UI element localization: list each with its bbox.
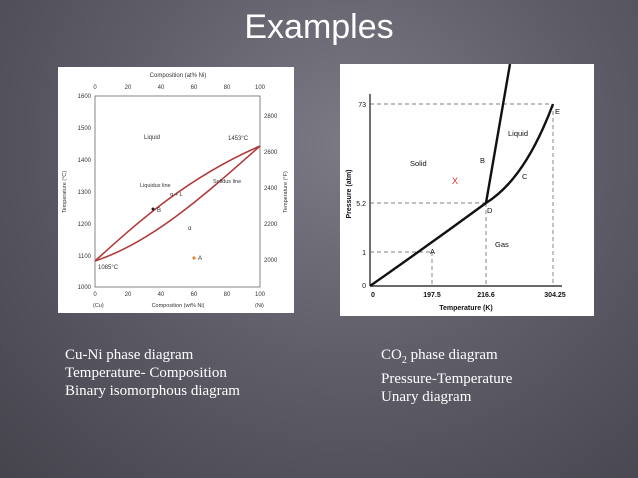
sublimation-curve bbox=[369, 202, 487, 287]
co2-y-axis-label: Pressure (atm) bbox=[346, 169, 353, 218]
solid-region-label: Solid bbox=[410, 159, 427, 168]
top-axis-label: Composition (at% Ni) bbox=[150, 73, 207, 79]
caption-line: Pressure-Temperature bbox=[381, 371, 513, 387]
solidus-label: Solidus line bbox=[213, 179, 241, 185]
right-tick-label: 2800 bbox=[264, 114, 278, 120]
bottom-tick-label: 80 bbox=[224, 292, 231, 298]
point-a-label: A bbox=[198, 256, 202, 262]
caption-line: Temperature- Composition bbox=[65, 365, 227, 381]
alpha-label: α bbox=[188, 226, 192, 232]
right-tick-label: 2400 bbox=[264, 186, 278, 192]
point-a-marker bbox=[192, 256, 196, 260]
left-tick-label: 1500 bbox=[78, 126, 92, 132]
left-axis-label: Temperature (°C) bbox=[62, 171, 68, 213]
left-tick-label: 1000 bbox=[78, 285, 92, 291]
liquid-region-label: Liquid bbox=[508, 129, 528, 138]
right-tick-label: 2600 bbox=[264, 150, 278, 156]
point-e-label: E bbox=[555, 107, 560, 116]
caption-co: CO bbox=[381, 347, 402, 363]
top-tick-label: 0 bbox=[93, 85, 97, 91]
caption-line: Cu-Ni phase diagram bbox=[65, 347, 194, 363]
caption-line: Unary diagram bbox=[381, 389, 472, 405]
liquidus-label: Liquidus line bbox=[140, 183, 171, 189]
x-tick-label: 304.25 bbox=[544, 292, 566, 299]
slide-title: Examples bbox=[244, 8, 394, 46]
cu-ni-caption: Cu-Ni phase diagram Temperature- Composi… bbox=[65, 346, 240, 400]
y-tick-label: 73 bbox=[358, 102, 366, 109]
y-tick-label: 1 bbox=[362, 250, 366, 257]
ni-melting-label: 1453°C bbox=[228, 136, 249, 142]
co2-x-axis-label: Temperature (K) bbox=[439, 305, 493, 312]
co2-phase-diagram: 73 5.2 1 0 Pressure (atm) 0 197.5 216.6 … bbox=[340, 63, 594, 316]
gas-region-label: Gas bbox=[495, 240, 509, 249]
ni-end-label: (Ni) bbox=[255, 303, 264, 309]
top-tick-label: 20 bbox=[125, 85, 132, 91]
bottom-tick-label: 40 bbox=[158, 292, 165, 298]
cu-ni-plot-frame bbox=[94, 95, 261, 288]
co2-diagram-svg: 73 5.2 1 0 Pressure (atm) 0 197.5 216.6 … bbox=[346, 63, 566, 312]
bottom-tick-label: 100 bbox=[255, 292, 266, 298]
cu-ni-phase-diagram: Composition (at% Ni) 0 20 40 60 80 100 0… bbox=[58, 67, 294, 313]
melting-curve bbox=[484, 63, 512, 204]
top-tick-label: 80 bbox=[224, 85, 231, 91]
point-b-marker bbox=[151, 207, 155, 211]
x-mark-label: X bbox=[452, 176, 458, 186]
point-a-label: A bbox=[430, 247, 435, 256]
right-axis-label: Temperature (°F) bbox=[283, 171, 289, 213]
point-d-label: D bbox=[487, 206, 493, 215]
x-tick-label: 216.6 bbox=[477, 292, 495, 299]
y-tick-label: 0 bbox=[362, 283, 366, 290]
bottom-tick-label: 20 bbox=[125, 292, 132, 298]
left-tick-label: 1200 bbox=[78, 222, 92, 228]
bottom-axis-label: Composition (wt% Ni) bbox=[152, 303, 205, 309]
bottom-tick-label: 60 bbox=[191, 292, 198, 298]
vaporization-curve bbox=[485, 103, 555, 205]
caption-line: Binary isomorphous diagram bbox=[65, 383, 240, 399]
point-c-label: C bbox=[522, 172, 528, 181]
liquid-region-label: Liquid bbox=[144, 135, 160, 141]
cu-end-label: (Cu) bbox=[93, 303, 104, 309]
caption-line: CO2 phase diagram bbox=[381, 346, 512, 370]
solidus-curve bbox=[94, 145, 261, 262]
bottom-tick-label: 0 bbox=[93, 292, 97, 298]
right-tick-label: 2200 bbox=[264, 222, 278, 228]
co2-caption: CO2 phase diagram Pressure-Temperature U… bbox=[381, 346, 512, 406]
left-tick-label: 1100 bbox=[78, 254, 92, 260]
x-tick-label: 197.5 bbox=[423, 292, 441, 299]
alpha-liquid-label: α + L bbox=[170, 192, 183, 198]
x-tick-label: 0 bbox=[371, 292, 375, 299]
top-tick-label: 100 bbox=[255, 85, 266, 91]
y-tick-label: 5.2 bbox=[356, 201, 366, 208]
right-tick-label: 2000 bbox=[264, 258, 278, 264]
liquidus-curve bbox=[94, 145, 261, 262]
point-b-label: B bbox=[480, 156, 485, 165]
cu-melting-label: 1085°C bbox=[98, 265, 119, 271]
top-tick-label: 60 bbox=[191, 85, 198, 91]
caption-sub: 2 bbox=[401, 355, 407, 366]
point-b-label: B bbox=[157, 208, 161, 214]
left-tick-label: 1400 bbox=[78, 158, 92, 164]
left-tick-label: 1300 bbox=[78, 190, 92, 196]
top-tick-label: 40 bbox=[158, 85, 165, 91]
left-tick-label: 1600 bbox=[78, 94, 92, 100]
cu-ni-diagram-svg: Composition (at% Ni) 0 20 40 60 80 100 0… bbox=[62, 73, 289, 309]
caption-suffix: phase diagram bbox=[406, 347, 498, 363]
